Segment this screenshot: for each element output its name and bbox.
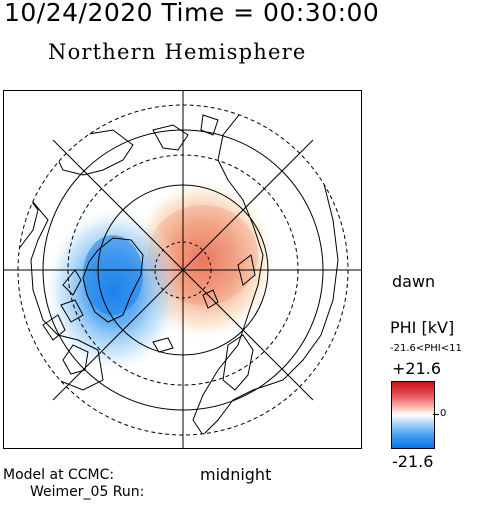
hemisphere-title: Northern Hemisphere <box>48 40 307 64</box>
colorbar-min-label: -21.6 <box>392 452 434 471</box>
colorbar <box>391 381 435 449</box>
timestamp-title: 10/24/2020 Time = 00:30:00 <box>4 0 380 27</box>
dawn-label: dawn <box>392 272 436 291</box>
colorbar-zero-tick <box>433 414 439 415</box>
colorbar-title: PHI [kV] <box>390 318 455 337</box>
midnight-label: midnight <box>200 465 272 484</box>
run-label: Weimer_05 Run: <box>30 484 145 500</box>
polar-potential-map <box>3 90 362 449</box>
polar-map-svg <box>3 90 362 449</box>
model-label: Model at CCMC: <box>3 467 115 483</box>
colorbar-range: -21.6<PHI<11 <box>390 343 462 354</box>
potential-cells <box>43 178 278 375</box>
meridian-grid <box>3 90 362 449</box>
negative-core <box>83 235 143 315</box>
colorbar-max-label: +21.6 <box>392 359 442 378</box>
colorbar-zero-label: 0 <box>440 408 447 419</box>
